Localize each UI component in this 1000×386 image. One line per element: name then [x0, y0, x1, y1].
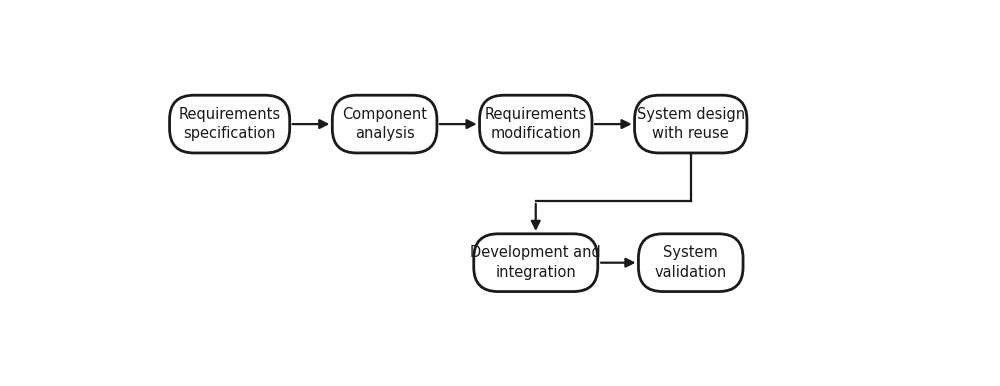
Text: Requirements
modification: Requirements modification	[485, 107, 587, 142]
FancyBboxPatch shape	[635, 95, 747, 153]
Text: Requirements
specification: Requirements specification	[179, 107, 281, 142]
FancyBboxPatch shape	[170, 95, 290, 153]
FancyBboxPatch shape	[480, 95, 592, 153]
FancyBboxPatch shape	[332, 95, 437, 153]
Text: Component
analysis: Component analysis	[342, 107, 427, 142]
FancyBboxPatch shape	[638, 234, 743, 291]
Text: Development and
integration: Development and integration	[470, 245, 601, 280]
FancyBboxPatch shape	[474, 234, 598, 291]
Text: System
validation: System validation	[655, 245, 727, 280]
Text: System design
with reuse: System design with reuse	[637, 107, 745, 142]
